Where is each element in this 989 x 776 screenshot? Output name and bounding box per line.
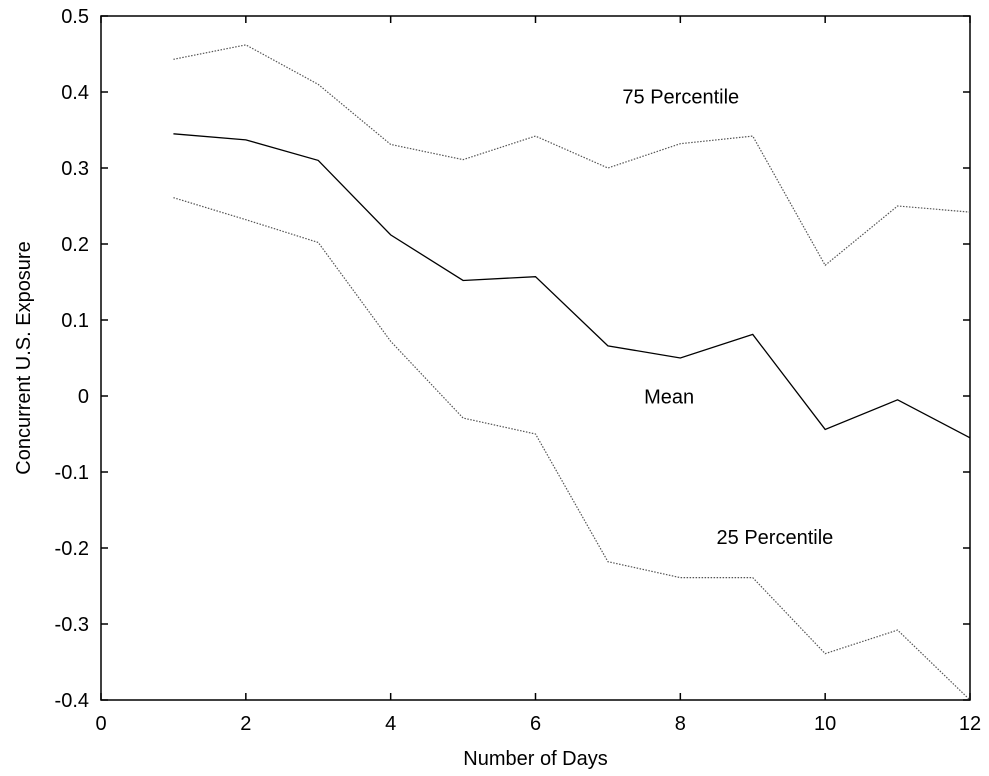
y-tick-label: -0.2 [55, 538, 89, 560]
series-line-75-percentile [173, 44, 971, 267]
annotation-label: 25 Percentile [717, 527, 834, 549]
y-tick-label: 0.4 [61, 82, 89, 104]
y-tick-label: 0 [78, 386, 89, 408]
axis-ticks [100, 15, 971, 701]
x-tick-labels: 0 2 4 6 8 10 12 [95, 713, 981, 735]
y-tick-label: 0.2 [61, 234, 89, 256]
x-tick-label: 2 [240, 713, 251, 735]
plot-frame [100, 15, 971, 701]
x-tick-label: 12 [959, 713, 981, 735]
series-line-25-percentile [173, 197, 971, 701]
y-tick-label: -0.1 [55, 462, 89, 484]
annotation-label: Mean [644, 387, 694, 409]
annotations-group: 75 Percentile Mean 25 Percentile [622, 86, 833, 549]
series-line-mean [173, 133, 971, 439]
y-axis-label: Concurrent U.S. Exposure [13, 241, 35, 474]
y-tick-label: 0.1 [61, 310, 89, 332]
x-axis-label: Number of Days [463, 748, 608, 770]
y-tick-label: 0.5 [61, 6, 89, 28]
x-tick-label: 0 [95, 713, 106, 735]
y-tick-label: -0.4 [55, 690, 89, 712]
x-tick-label: 6 [530, 713, 541, 735]
y-tick-label: -0.3 [55, 614, 89, 636]
series-group [173, 44, 971, 701]
x-tick-label: 8 [675, 713, 686, 735]
y-tick-label: 0.3 [61, 158, 89, 180]
y-tick-labels: 0.5 0.4 0.3 0.2 0.1 0 -0.1 -0.2 -0.3 -0.4 [55, 6, 89, 712]
x-tick-label: 10 [814, 713, 836, 735]
x-tick-label: 4 [385, 713, 396, 735]
annotation-label: 75 Percentile [622, 86, 739, 108]
